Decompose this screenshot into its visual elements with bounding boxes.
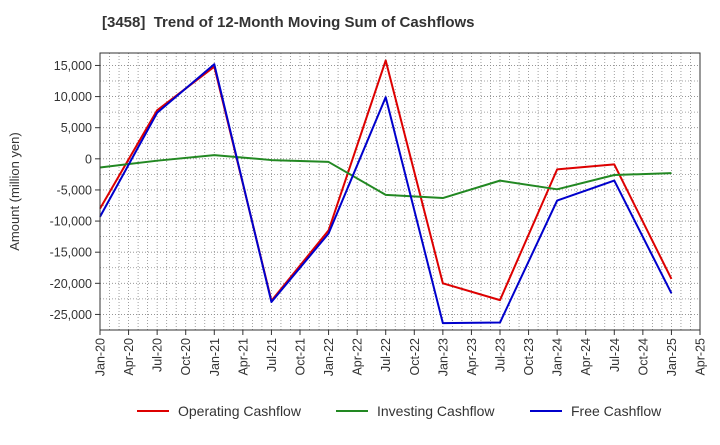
x-tick-label: Jul-22: [379, 338, 393, 372]
x-tick-label: Oct-24: [636, 338, 650, 376]
x-tick-label: Oct-20: [179, 338, 193, 376]
y-tick-label: 10,000: [54, 90, 92, 104]
series-lines: [99, 59, 673, 325]
x-tick-label: Jul-20: [151, 338, 165, 372]
x-axis: Jan-20 Apr-20 Jul-20 Oct-20 Jan-21 Apr-21 Jul-…: [94, 330, 708, 376]
x-tick-label: Oct-22: [408, 338, 422, 376]
x-tick-label: Jan-23: [436, 338, 450, 376]
x-tick-label: Jan-20: [94, 338, 108, 376]
legend-label: Operating Cashflow: [178, 403, 302, 419]
y-tick-label: 15,000: [54, 59, 92, 73]
y-tick-label: -5,000: [57, 183, 92, 197]
y-tick-label: 0: [85, 152, 92, 166]
x-tick-label: Apr-22: [351, 338, 365, 376]
series-line: [99, 63, 673, 325]
x-tick-label: Oct-21: [294, 338, 308, 376]
x-tick-label: Oct-23: [522, 338, 536, 376]
x-tick-label: Apr-20: [122, 338, 136, 376]
legend: Operating Cashflow Investing Cashflow Free…: [137, 403, 662, 419]
legend-label: Free Cashflow: [571, 403, 662, 419]
x-tick-label: Jan-25: [665, 338, 679, 376]
x-tick-label: Jul-24: [608, 338, 622, 372]
y-tick-label: 5,000: [61, 121, 92, 135]
chart-title: [3458] Trend of 12-Month Moving Sum of C…: [102, 14, 475, 31]
x-tick-label: Apr-23: [465, 338, 479, 376]
series-line: [99, 154, 672, 200]
x-tick-label: Apr-25: [694, 338, 708, 376]
y-tick-label: -15,000: [50, 246, 92, 260]
x-tick-label: Jul-23: [494, 338, 508, 372]
y-tick-label: -20,000: [50, 277, 92, 291]
plot-frame: [99, 52, 701, 331]
x-tick-label: Jan-22: [322, 338, 336, 376]
x-tick-label: Apr-21: [236, 338, 250, 376]
y-tick-label: -10,000: [50, 215, 92, 229]
y-axis: 15,000 10,000 5,000 0 -5,000 -10,000 -15,000 -2…: [50, 59, 100, 322]
x-tick-label: Jan-24: [551, 338, 565, 376]
x-tick-label: Jan-21: [208, 338, 222, 376]
x-tick-label: Apr-24: [579, 338, 593, 376]
y-tick-label: -25,000: [50, 308, 92, 322]
y-axis-label: Amount (million yen): [7, 132, 22, 251]
legend-label: Investing Cashflow: [377, 403, 495, 419]
grid: [100, 53, 700, 330]
x-tick-label: Jul-21: [265, 338, 279, 372]
